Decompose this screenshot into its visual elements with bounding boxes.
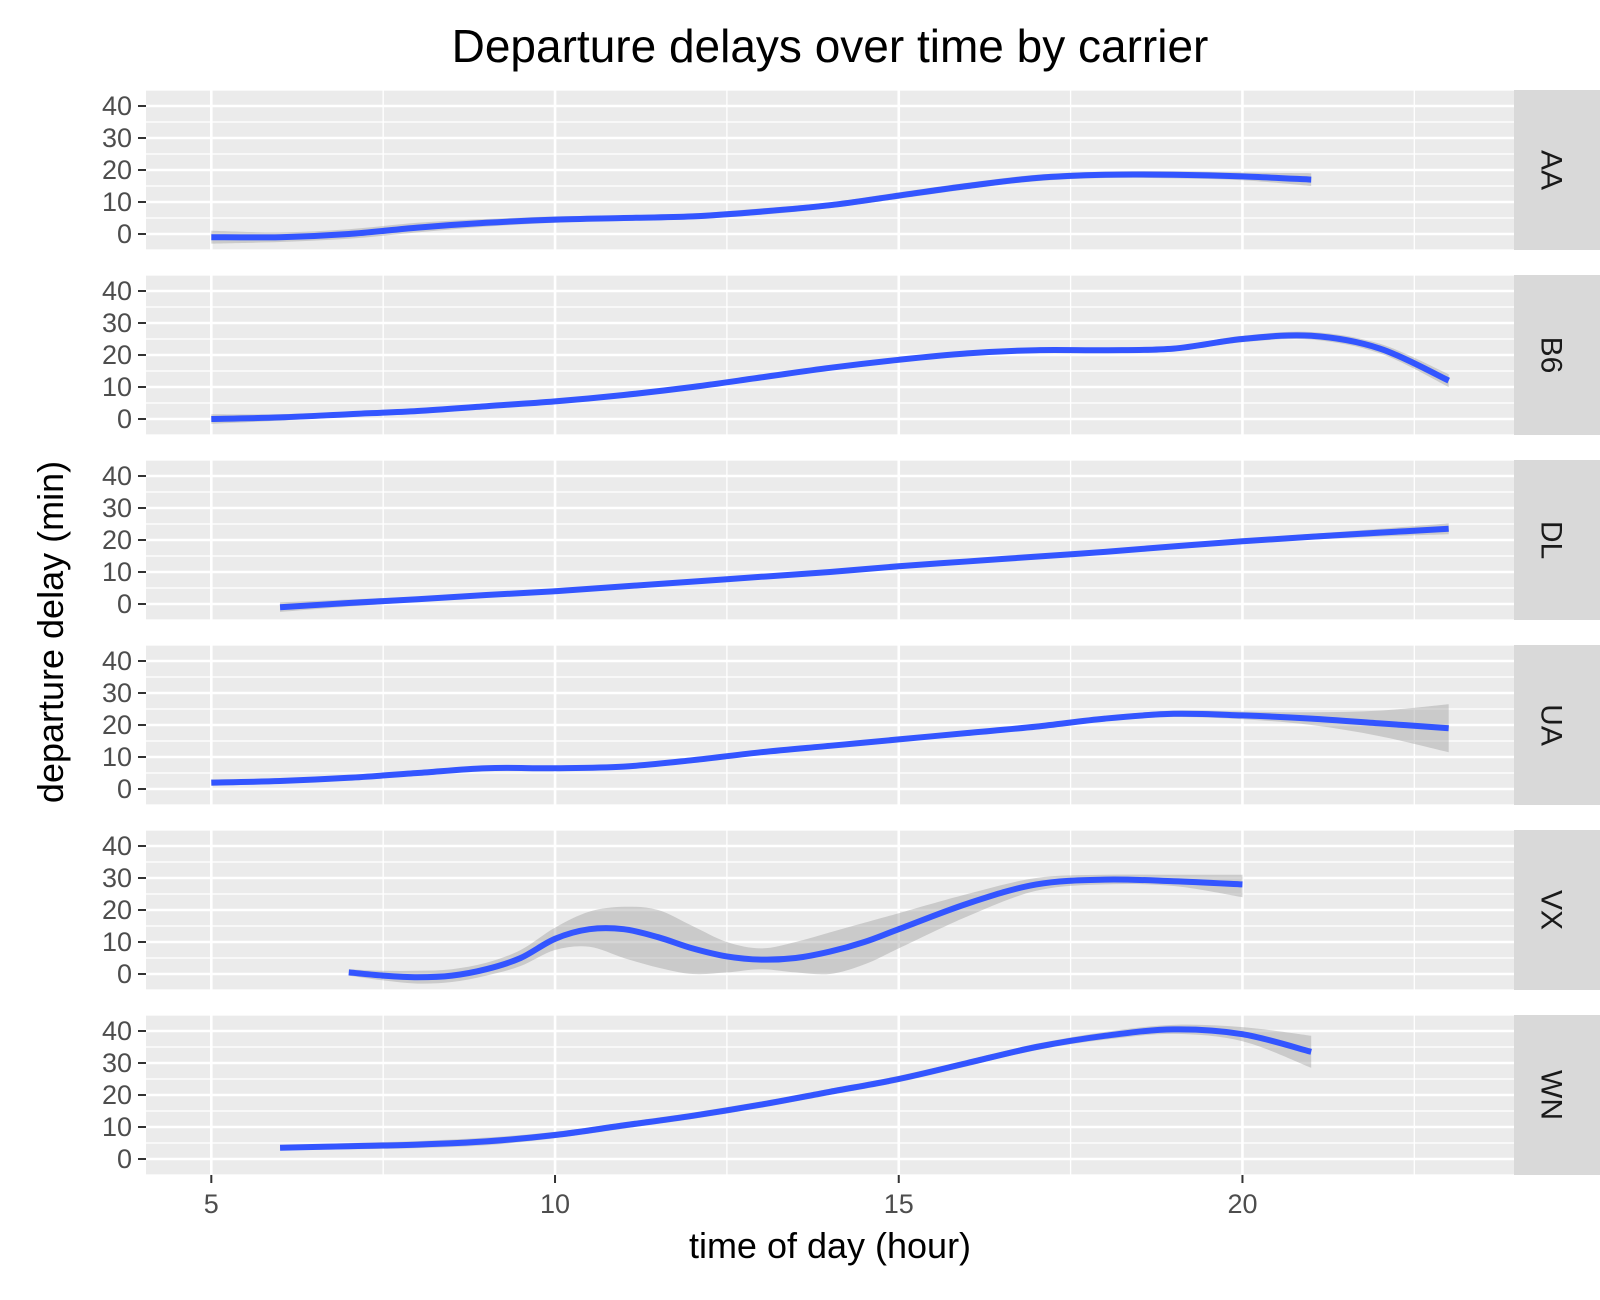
y-tick-label: 30: [102, 123, 132, 153]
y-tick-label: 40: [102, 461, 132, 491]
facet-panels: 010203040AA010203040B6010203040DL0102030…: [102, 89, 1600, 1176]
x-tick-label: 15: [884, 1189, 914, 1219]
x-tick-label: 20: [1227, 1189, 1257, 1219]
facet-strip: [1514, 830, 1600, 990]
facet-strip: [1514, 1015, 1600, 1175]
y-tick-label: 0: [117, 1144, 132, 1174]
y-tick-label: 10: [102, 187, 132, 217]
y-tick-label: 0: [117, 404, 132, 434]
y-tick-label: 20: [102, 525, 132, 555]
y-tick-label: 20: [102, 1080, 132, 1110]
facet-strip: [1514, 90, 1600, 250]
chart-title: Departure delays over time by carrier: [452, 20, 1209, 72]
x-tick-label: 5: [204, 1189, 219, 1219]
facet-label: WN: [1535, 1070, 1568, 1120]
series-line-wn: [279, 1026, 1312, 1151]
y-axis-title: departure delay (min): [30, 461, 71, 803]
y-tick-label: 40: [102, 276, 132, 306]
y-tick-label: 10: [102, 742, 132, 772]
y-tick-label: 40: [102, 831, 132, 861]
y-tick-label: 20: [102, 340, 132, 370]
series-line-dl: [279, 525, 1449, 611]
y-tick-label: 0: [117, 774, 132, 804]
facet-label: UA: [1535, 704, 1568, 746]
y-tick-label: 0: [117, 959, 132, 989]
y-tick-label: 0: [117, 589, 132, 619]
series-line-ua: [211, 710, 1449, 786]
y-tick-label: 30: [102, 678, 132, 708]
confidence-band-vx: [348, 874, 1243, 984]
facet-strip: [1514, 645, 1600, 805]
x-tick-label: 10: [540, 1189, 570, 1219]
facet-label: AA: [1535, 150, 1568, 190]
facet-label: B6: [1535, 337, 1568, 374]
y-tick-label: 30: [102, 1048, 132, 1078]
series-line-aa: [211, 171, 1312, 241]
facet-strip: [1514, 460, 1600, 620]
y-tick-label: 0: [117, 219, 132, 249]
y-tick-label: 20: [102, 895, 132, 925]
y-tick-label: 40: [102, 91, 132, 121]
y-tick-label: 20: [102, 710, 132, 740]
series-line-vx: [348, 876, 1243, 981]
x-axis-title: time of day (hour): [689, 1225, 971, 1266]
y-tick-label: 10: [102, 1112, 132, 1142]
y-tick-label: 40: [102, 1016, 132, 1046]
series-line-b6: [211, 332, 1450, 422]
y-tick-label: 20: [102, 155, 132, 185]
y-tick-label: 10: [102, 372, 132, 402]
y-tick-label: 30: [102, 863, 132, 893]
y-tick-label: 40: [102, 646, 132, 676]
y-tick-label: 30: [102, 308, 132, 338]
facet-label: VX: [1535, 890, 1568, 930]
y-tick-label: 10: [102, 927, 132, 957]
y-tick-label: 30: [102, 493, 132, 523]
y-tick-label: 10: [102, 557, 132, 587]
facet-strip: [1514, 275, 1600, 435]
facet-label: DL: [1535, 521, 1568, 559]
x-axis: 5 10 15 20: [204, 1175, 1257, 1219]
